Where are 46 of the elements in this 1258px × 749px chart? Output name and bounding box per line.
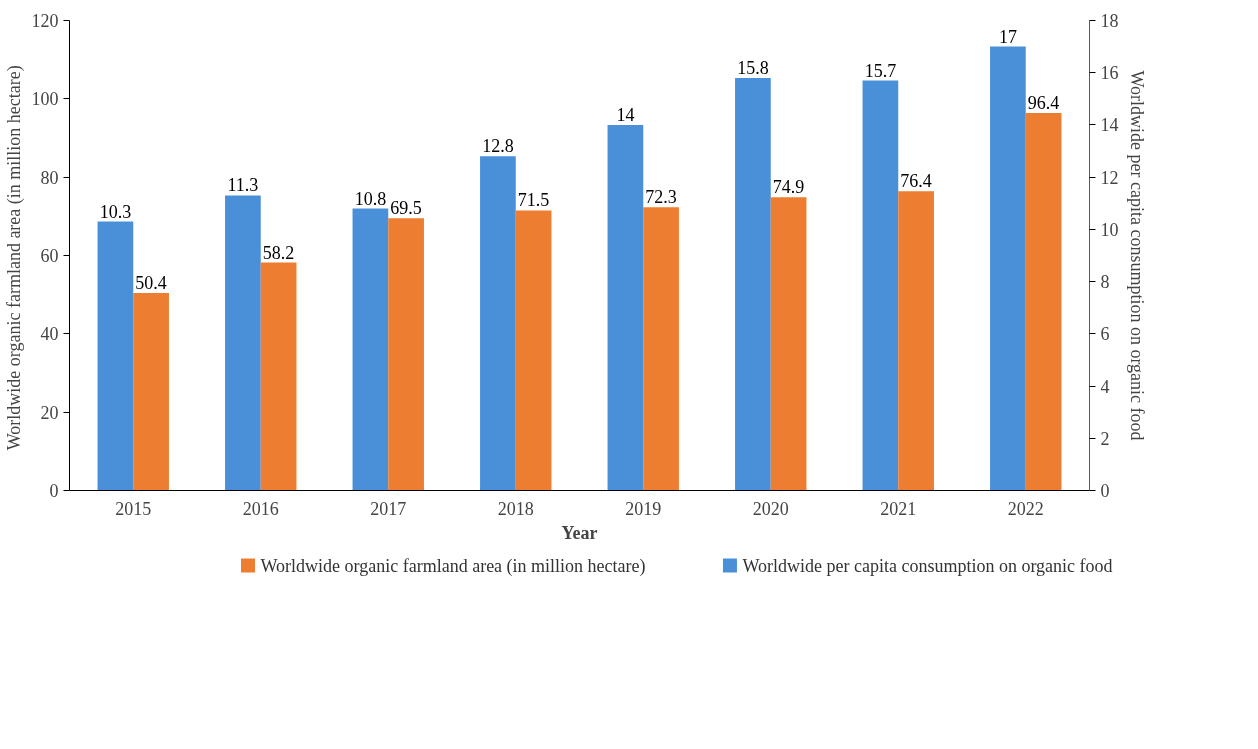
- data-label: 72.3: [645, 187, 677, 208]
- data-label: 12.8: [482, 136, 514, 157]
- data-label: 74.9: [772, 177, 805, 198]
- y-tick-label: 60: [40, 246, 59, 266]
- legend-label: Worldwide per capita consumption on organic food: [742, 555, 1113, 576]
- y2-axis-title: Worldwide per capita consumption on organic food: [1126, 70, 1147, 441]
- data-label: 17: [998, 26, 1017, 47]
- x-tick-label: 2020: [752, 498, 789, 519]
- data-label: 96.4: [1027, 92, 1060, 113]
- y2-tick-label: 0: [1100, 481, 1110, 501]
- data-label: 58.2: [262, 242, 295, 263]
- x-tick-label: 2022: [1007, 498, 1044, 519]
- data-label: 11.3: [227, 175, 259, 196]
- y2-tick-label: 6: [1100, 324, 1110, 345]
- y2-tick-label: 8: [1100, 272, 1110, 293]
- legend-label: Worldwide organic farmland area (in million hectare): [260, 555, 646, 577]
- y2-tick-label: 14: [1100, 115, 1119, 136]
- x-axis-title: Year: [561, 522, 598, 543]
- y-tick-label: 120: [31, 11, 59, 31]
- y-axis-title: Worldwide organic farmland area (in million hectare): [3, 65, 25, 451]
- y-tick-label: 0: [49, 481, 59, 501]
- x-tick-label: 2018: [497, 498, 534, 519]
- x-tick-label: 2017: [370, 498, 407, 519]
- y2-tick-label: 18: [1100, 11, 1119, 31]
- y-tick-label: 40: [40, 324, 59, 345]
- data-label: 50.4: [135, 273, 167, 294]
- x-tick-label: 2015: [115, 498, 152, 519]
- x-tick-label: 2021: [880, 498, 917, 519]
- data-label: 71.5: [517, 190, 550, 211]
- y-tick-label: 100: [31, 89, 59, 110]
- data-label: 69.5: [390, 198, 422, 219]
- data-label: 15.7: [864, 60, 897, 81]
- y-tick-label: 20: [40, 402, 59, 423]
- y2-tick-label: 4: [1100, 376, 1110, 397]
- x-tick-label: 2019: [625, 498, 662, 519]
- data-label: 14: [616, 104, 635, 125]
- y2-tick-label: 10: [1100, 219, 1119, 240]
- y-tick-label: 80: [40, 167, 59, 188]
- y2-tick-label: 16: [1100, 63, 1119, 84]
- y2-tick-label: 2: [1100, 428, 1110, 449]
- data-label: 10.8: [354, 188, 387, 209]
- data-label: 76.4: [900, 171, 932, 192]
- y2-tick-label: 12: [1100, 167, 1119, 188]
- data-label: 10.3: [99, 201, 132, 222]
- x-tick-label: 2016: [242, 498, 279, 519]
- data-label: 15.8: [737, 57, 769, 78]
